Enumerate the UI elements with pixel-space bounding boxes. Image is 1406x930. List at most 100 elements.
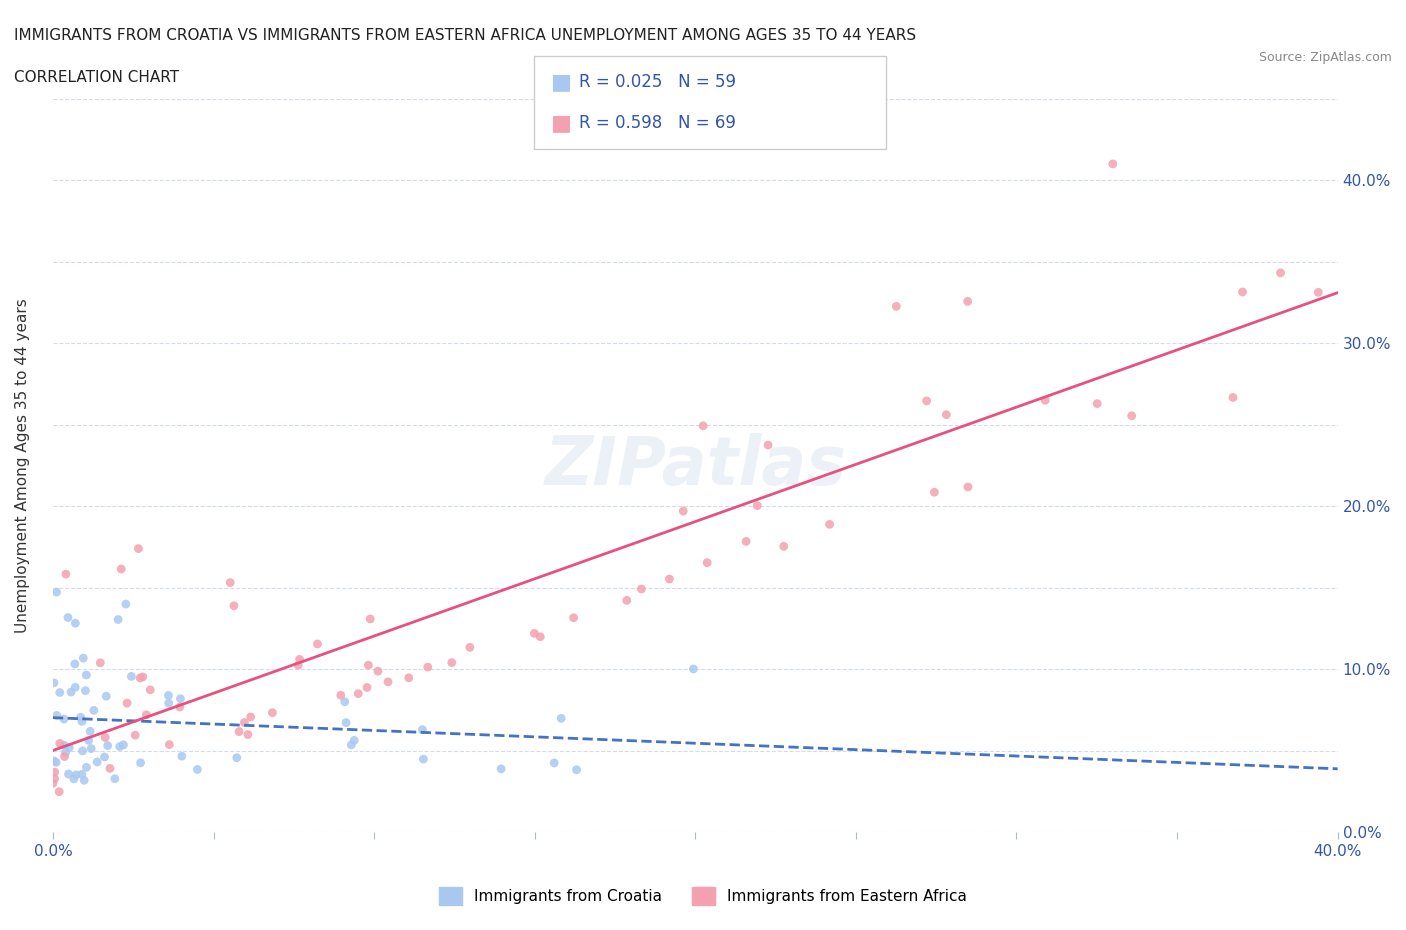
Immigrants from Eastern Africa (1101, 156, 1123, 171)
Text: Source: ZipAtlas.com: Source: ZipAtlas.com (1258, 51, 1392, 64)
Immigrants from Eastern Africa (630, 581, 652, 596)
Immigrants from Eastern Africa (915, 393, 938, 408)
Immigrants from Eastern Africa (115, 696, 138, 711)
Legend:  (754, 106, 765, 117)
Immigrants from Croatia (115, 597, 138, 612)
Immigrants from Eastern Africa (228, 724, 250, 739)
Text: ■: ■ (551, 72, 572, 92)
Immigrants from Croatia (63, 657, 86, 671)
Immigrants from Eastern Africa (692, 418, 714, 433)
Immigrants from Croatia (411, 723, 433, 737)
Immigrants from Eastern Africa (1121, 408, 1143, 423)
Text: IMMIGRANTS FROM CROATIA VS IMMIGRANTS FROM EASTERN AFRICA UNEMPLOYMENT AMONG AGE: IMMIGRANTS FROM CROATIA VS IMMIGRANTS FR… (14, 28, 917, 43)
Immigrants from Eastern Africa (48, 784, 70, 799)
Immigrants from Eastern Africa (89, 656, 111, 671)
Immigrants from Eastern Africa (1033, 392, 1056, 407)
Immigrants from Eastern Africa (94, 730, 117, 745)
Immigrants from Croatia (77, 733, 100, 748)
Immigrants from Eastern Africa (956, 480, 979, 495)
Immigrants from Croatia (52, 711, 75, 726)
Immigrants from Eastern Africa (1232, 285, 1254, 299)
Immigrants from Croatia (186, 762, 208, 777)
Immigrants from Croatia (169, 691, 191, 706)
Immigrants from Eastern Africa (98, 761, 121, 776)
Immigrants from Croatia (45, 708, 67, 723)
Immigrants from Croatia (93, 750, 115, 764)
Immigrants from Eastern Africa (49, 736, 72, 751)
Immigrants from Eastern Africa (1270, 265, 1292, 280)
Immigrants from Eastern Africa (236, 727, 259, 742)
Immigrants from Croatia (120, 669, 142, 684)
Y-axis label: Unemployment Among Ages 35 to 44 years: Unemployment Among Ages 35 to 44 years (15, 299, 30, 633)
Immigrants from Eastern Africa (347, 686, 370, 701)
Immigrants from Croatia (550, 711, 572, 725)
Immigrants from Eastern Africa (357, 658, 380, 672)
Immigrants from Croatia (97, 738, 120, 753)
Immigrants from Croatia (543, 755, 565, 770)
Immigrants from Croatia (73, 773, 96, 788)
Immigrants from Eastern Africa (440, 655, 463, 670)
Immigrants from Croatia (70, 767, 93, 782)
Immigrants from Eastern Africa (110, 562, 132, 577)
Immigrants from Croatia (70, 714, 93, 729)
Immigrants from Croatia (335, 715, 357, 730)
Immigrants from Eastern Africa (239, 710, 262, 724)
Immigrants from Eastern Africa (157, 737, 180, 752)
Immigrants from Eastern Africa (219, 575, 242, 590)
Immigrants from Eastern Africa (735, 534, 758, 549)
Immigrants from Eastern Africa (529, 630, 551, 644)
Immigrants from Eastern Africa (132, 670, 155, 684)
Immigrants from Eastern Africa (135, 708, 157, 723)
Immigrants from Croatia (53, 737, 76, 752)
Immigrants from Croatia (565, 763, 588, 777)
Immigrants from Eastern Africa (139, 683, 162, 698)
Immigrants from Eastern Africa (222, 598, 245, 613)
Immigrants from Croatia (86, 754, 108, 769)
Immigrants from Croatia (72, 743, 94, 758)
Immigrants from Eastern Africa (129, 671, 152, 685)
Immigrants from Croatia (83, 703, 105, 718)
Immigrants from Eastern Africa (416, 659, 439, 674)
Text: ZIPatlas: ZIPatlas (544, 432, 846, 498)
Immigrants from Eastern Africa (329, 688, 352, 703)
Immigrants from Eastern Africa (53, 750, 76, 764)
Immigrants from Croatia (112, 737, 135, 752)
Immigrants from Croatia (44, 753, 66, 768)
Immigrants from Eastern Africa (55, 566, 77, 581)
Immigrants from Croatia (75, 684, 97, 698)
Immigrants from Eastern Africa (233, 715, 256, 730)
Immigrants from Eastern Africa (42, 776, 65, 790)
Immigrants from Croatia (80, 741, 103, 756)
Immigrants from Eastern Africa (307, 636, 329, 651)
Legend: Immigrants from Croatia, Immigrants from Eastern Africa: Immigrants from Croatia, Immigrants from… (432, 879, 974, 913)
Immigrants from Croatia (96, 689, 118, 704)
Immigrants from Eastern Africa (747, 498, 769, 513)
Immigrants from Croatia (65, 616, 87, 631)
Immigrants from Croatia (489, 762, 512, 777)
Immigrants from Eastern Africa (1222, 390, 1244, 405)
Immigrants from Croatia (72, 651, 94, 666)
Immigrants from Eastern Africa (169, 699, 191, 714)
Immigrants from Eastern Africa (1308, 285, 1330, 299)
Immigrants from Croatia (65, 767, 87, 782)
Immigrants from Eastern Africa (1085, 396, 1108, 411)
Immigrants from Croatia (58, 740, 80, 755)
Immigrants from Eastern Africa (398, 671, 420, 685)
Immigrants from Eastern Africa (616, 593, 638, 608)
Immigrants from Croatia (170, 749, 193, 764)
Immigrants from Croatia (45, 755, 67, 770)
Immigrants from Croatia (75, 668, 97, 683)
Immigrants from Croatia (340, 737, 363, 752)
Immigrants from Croatia (157, 688, 180, 703)
Immigrants from Croatia (49, 685, 72, 700)
Immigrants from Croatia (225, 751, 247, 765)
Immigrants from Croatia (42, 675, 65, 690)
Immigrants from Eastern Africa (44, 771, 66, 786)
Immigrants from Eastern Africa (756, 438, 779, 453)
Immigrants from Croatia (108, 739, 131, 754)
Immigrants from Eastern Africa (127, 541, 149, 556)
Immigrants from Eastern Africa (818, 517, 841, 532)
Immigrants from Eastern Africa (924, 485, 946, 499)
Text: R = 0.598   N = 69: R = 0.598 N = 69 (579, 113, 737, 132)
Immigrants from Eastern Africa (377, 674, 399, 689)
